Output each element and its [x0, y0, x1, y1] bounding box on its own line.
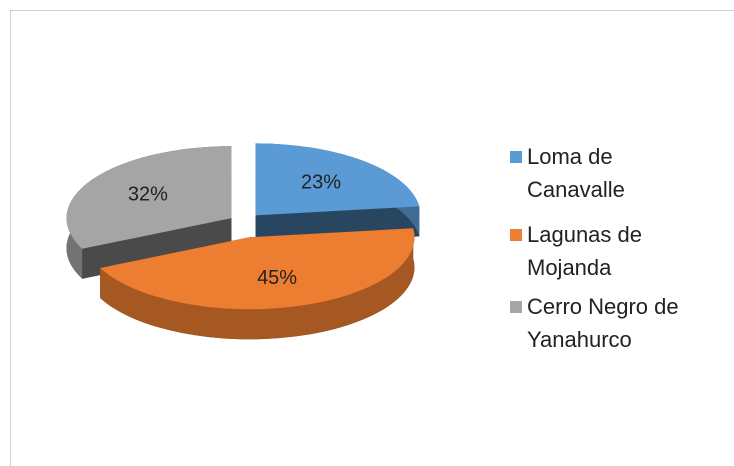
data-label: 23% — [301, 171, 341, 193]
legend-swatch — [510, 151, 522, 163]
legend-item: Loma de Canavalle — [510, 140, 710, 206]
legend-label: Cerro Negro de Yanahurco — [527, 294, 679, 352]
data-label: 45% — [257, 267, 297, 289]
legend-label: Loma de Canavalle — [527, 144, 625, 202]
legend-swatch — [510, 229, 522, 241]
legend-label: Lagunas de Mojanda — [527, 222, 642, 280]
slice — [255, 143, 420, 216]
legend-item: Lagunas de Mojanda — [510, 218, 710, 284]
data-label: 32% — [128, 183, 168, 205]
slice-side — [100, 228, 415, 340]
slice — [100, 228, 415, 310]
slice — [66, 146, 232, 249]
legend-swatch — [510, 301, 522, 313]
slice-edge — [82, 218, 232, 279]
chart-border — [10, 10, 734, 466]
legend-item: Cerro Negro de Yanahurco — [510, 290, 710, 356]
